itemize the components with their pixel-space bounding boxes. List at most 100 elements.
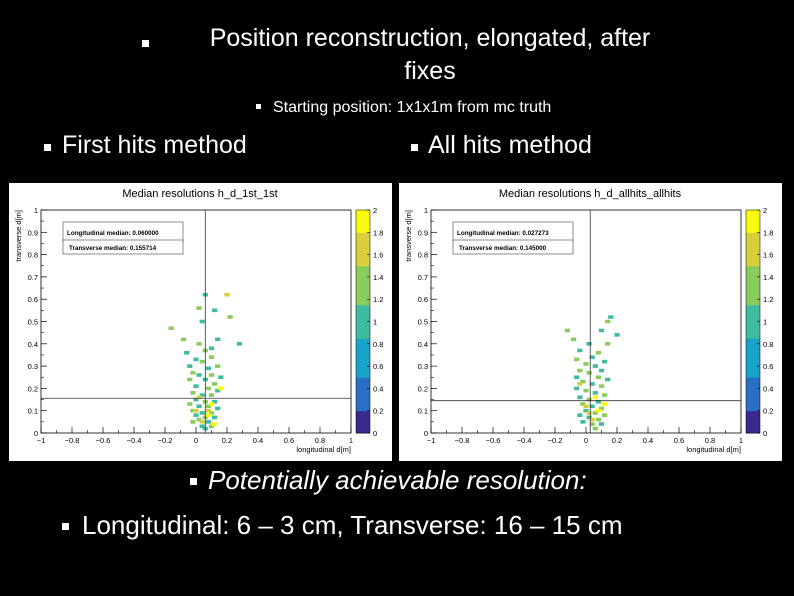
colorbar-segment xyxy=(746,310,760,317)
x-tick-label: −0.4 xyxy=(127,436,142,445)
y-axis-label: transverse d[m] xyxy=(404,210,413,262)
heatmap-bin-high xyxy=(199,420,205,424)
heatmap-bin xyxy=(212,415,218,420)
heatmap-bin xyxy=(574,386,580,391)
heatmap-chart-first-hits: Median resolutions h_d_1st_1st 0 0.1 0.2 0.3… xyxy=(14,188,383,454)
heatmap-bin xyxy=(196,306,202,310)
heatmap-bin-high xyxy=(595,408,601,413)
y-tick-label: 0.9 xyxy=(28,228,38,237)
y-tick-label: 0.7 xyxy=(28,273,38,282)
colorbar-segment xyxy=(746,338,760,345)
colorbar-segment xyxy=(746,254,760,261)
x-tick-label: 0.4 xyxy=(643,436,653,445)
heatmap-bin-high xyxy=(586,411,592,415)
heatmap-bin xyxy=(193,384,199,388)
heatmap-bin xyxy=(598,422,605,426)
heatmap-bin xyxy=(215,364,221,368)
y-tick-label: 1 xyxy=(34,206,38,215)
colorbar-segment xyxy=(356,405,370,412)
left-method-label: First hits method xyxy=(62,131,247,159)
stat-longitudinal-median: Longitudinal median: 0.027273 xyxy=(457,230,549,237)
y-axis-label: transverse d[m] xyxy=(14,210,23,262)
heatmap-bin xyxy=(193,413,199,417)
colorbar-segment xyxy=(746,299,760,306)
colorbar-segment xyxy=(746,215,760,222)
heatmap-bin xyxy=(586,415,592,420)
colorbar-tick-label: 1.2 xyxy=(763,295,773,304)
colorbar-segment xyxy=(746,366,760,373)
heatmap-bin xyxy=(196,404,202,409)
stat-transverse-median: Transverse median: 0.145000 xyxy=(459,245,547,252)
x-tick-label: −0.6 xyxy=(96,436,111,445)
slide-title-line2: fixes xyxy=(404,57,456,85)
x-axis-label: longitudinal d[m] xyxy=(296,445,351,454)
colorbar-tick-label: 1.6 xyxy=(763,251,773,260)
heatmap-bin xyxy=(602,393,608,397)
colorbar-segment xyxy=(746,237,760,244)
colorbar-tick-label: 0.6 xyxy=(763,362,773,371)
heatmap-bin xyxy=(187,377,193,382)
colorbar-segment xyxy=(746,416,760,423)
heatmap-bin xyxy=(605,377,611,382)
colorbar-segment xyxy=(356,315,370,322)
heatmap-bin xyxy=(187,364,193,368)
heatmap-bin xyxy=(589,404,595,409)
heatmap-bin xyxy=(215,337,221,342)
colorbar-segment xyxy=(356,310,370,317)
colorbar-tick-label: 1.8 xyxy=(763,228,773,237)
heatmap-bin xyxy=(577,348,583,353)
colorbar-segment xyxy=(746,393,760,401)
colorbar-segment xyxy=(356,338,370,345)
heatmap-bin xyxy=(564,328,570,333)
colorbar-segment xyxy=(746,388,760,395)
colorbar-tick-label: 0.6 xyxy=(373,362,383,371)
colorbar-segment xyxy=(356,304,370,311)
heatmap-bin xyxy=(598,328,605,333)
heatmap-bin xyxy=(205,366,211,371)
heatmap-bin xyxy=(602,413,608,417)
x-axis-label: longitudinal d[m] xyxy=(686,445,741,454)
heatmap-bin xyxy=(580,379,586,384)
heatmap-bin xyxy=(190,408,196,413)
colorbar-segment xyxy=(356,399,370,406)
x-tick-label: 1 xyxy=(349,436,353,445)
heatmap-bin xyxy=(598,384,605,388)
heatmap-bin xyxy=(586,397,592,402)
colorbar-segment xyxy=(356,260,370,267)
colorbar-segment xyxy=(356,243,370,250)
heatmap-bin xyxy=(205,386,211,391)
heatmap-bin xyxy=(236,342,242,346)
colorbar-segment xyxy=(746,343,760,350)
heatmap-bin xyxy=(196,373,202,377)
y-tick-label: 0 xyxy=(34,429,38,438)
heatmap-bin-high xyxy=(212,422,218,426)
heatmap-bin xyxy=(580,402,586,406)
x-tick-label: 0.6 xyxy=(674,436,684,445)
slide-title-line1: Position reconstruction, elongated, afte… xyxy=(209,24,651,52)
colorbar-segment xyxy=(746,399,760,406)
left-label-bullet xyxy=(44,144,51,151)
heatmap-bin xyxy=(571,337,577,342)
x-tick-label: 1 xyxy=(739,436,743,445)
colorbar-segment xyxy=(746,315,760,322)
x-tick-label: −0.4 xyxy=(517,436,532,445)
colorbar-segment xyxy=(746,410,760,417)
heatmap-bin xyxy=(598,368,605,373)
colorbar-tick-label: 0 xyxy=(373,429,377,438)
colorbar-segment xyxy=(746,321,760,328)
heatmap-bin xyxy=(181,337,187,342)
heatmap-bin xyxy=(199,411,205,415)
y-tick-label: 0.7 xyxy=(418,273,428,282)
colorbar-tick-label: 0.2 xyxy=(373,407,383,416)
heatmap-bin xyxy=(196,342,202,346)
colorbar-segment xyxy=(356,366,370,373)
x-tick-label: −1 xyxy=(427,436,436,445)
colorbar-tick-label: 0 xyxy=(763,429,767,438)
y-tick-label: 0.4 xyxy=(28,340,38,349)
colorbar-tick-label: 1.4 xyxy=(373,273,383,282)
heatmap-bin-high xyxy=(583,404,589,409)
colorbar-segment xyxy=(356,249,370,256)
colorbar-tick-label: 2 xyxy=(763,206,767,215)
heatmap-bin xyxy=(595,375,601,380)
heatmap-bin-high xyxy=(205,408,211,413)
